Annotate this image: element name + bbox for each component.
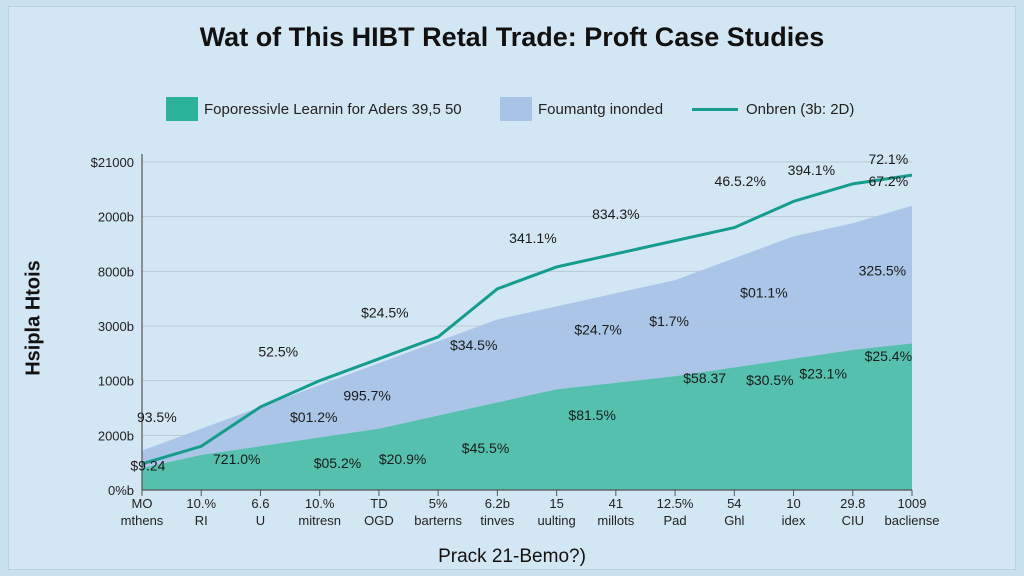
data-label: $23.1% <box>799 365 846 381</box>
x-tick-label: 15 <box>549 496 563 511</box>
y-tick-label: 2000b <box>98 210 134 225</box>
data-label: 93.5% <box>137 409 177 425</box>
x-tick-label: 6.6 <box>251 496 269 511</box>
data-label: 325.5% <box>859 263 906 279</box>
x-tick-sublabel: idex <box>782 513 806 528</box>
x-tick-label: 1009 <box>898 496 927 511</box>
y-tick-label: 0%b <box>108 483 134 498</box>
data-label: $81.5% <box>568 407 615 423</box>
x-tick-sublabel: CIU <box>842 513 864 528</box>
legend-line-3 <box>692 107 738 111</box>
x-tick-sublabel: Ghl <box>724 513 744 528</box>
data-label: 341.1% <box>509 230 556 246</box>
x-tick-sublabel: Pad <box>664 513 687 528</box>
data-label: $30.5% <box>746 372 793 388</box>
x-tick-sublabel: uulting <box>537 513 575 528</box>
x-tick-sublabel: mthens <box>121 513 164 528</box>
data-label: $34.5% <box>450 337 497 353</box>
data-label: $20.9% <box>379 451 426 467</box>
x-tick-label: TD <box>370 496 387 511</box>
data-label: 67.2% <box>868 173 908 189</box>
data-label: $01.2% <box>290 409 337 425</box>
y-tick-label: $21000 <box>91 155 134 170</box>
x-tick-label: 10.% <box>305 496 335 511</box>
x-tick-label: 6.2b <box>485 496 510 511</box>
data-label: 834.3% <box>592 206 639 222</box>
legend-entry-1: Foporessivle Learnin for Aders 39,5 50 <box>166 96 462 122</box>
y-tick-label: 3000b <box>98 319 134 334</box>
data-label: $9.24 <box>130 457 165 473</box>
data-label: $45.5% <box>462 440 509 456</box>
x-tick-sublabel: bacliense <box>885 513 940 528</box>
legend-label-1: Foporessivle Learnin for Aders 39,5 50 <box>204 100 462 118</box>
x-tick-label: 5% <box>429 496 448 511</box>
data-label: $24.5% <box>361 304 408 320</box>
x-tick-label: 54 <box>727 496 741 511</box>
x-tick-label: 10 <box>786 496 800 511</box>
legend-swatch-1 <box>166 97 198 121</box>
legend-swatch-2 <box>500 97 532 121</box>
x-tick-label: 10.% <box>186 496 216 511</box>
legend-label-2: Foumantg inonded <box>538 100 664 118</box>
data-label: 72.1% <box>868 151 908 167</box>
data-label: $25.4% <box>865 348 912 364</box>
data-label: $05.2% <box>314 455 361 471</box>
data-label: $01.1% <box>740 285 787 301</box>
x-tick-sublabel: millots <box>597 513 634 528</box>
data-label: $58.37 <box>683 370 726 386</box>
data-label: 995.7% <box>343 387 390 403</box>
x-tick-sublabel: tinves <box>480 513 514 528</box>
y-tick-label: 1000b <box>98 374 134 389</box>
legend-entry-3: Onbren (3b: 2D) <box>692 96 854 122</box>
y-tick-label: 8000b <box>98 264 134 279</box>
data-label: $1.7% <box>649 313 689 329</box>
data-label: 721.0% <box>213 451 260 467</box>
data-label: 394.1% <box>788 162 835 178</box>
lower-area-series <box>142 343 912 490</box>
x-tick-sublabel: U <box>256 513 265 528</box>
line-series <box>141 173 913 466</box>
data-label: 46.5.2% <box>715 173 766 189</box>
x-tick-sublabel: barterns <box>414 513 462 528</box>
x-axis-label: Prack 21-Bemo?) <box>438 546 586 567</box>
x-tick-label: 12.5% <box>657 496 694 511</box>
data-label: $24.7% <box>574 322 621 338</box>
x-tick-sublabel: OGD <box>364 513 394 528</box>
x-tick-sublabel: mitresn <box>298 513 341 528</box>
y-tick-label: 2000b <box>98 428 134 443</box>
x-tick-label: 41 <box>609 496 623 511</box>
data-label: 52.5% <box>258 344 298 360</box>
legend-entry-2: Foumantg inonded <box>500 96 663 122</box>
chart-title: Wat of This HIBT Retal Trade: Proft Case… <box>199 22 825 52</box>
legend-label-3: Onbren (3b: 2D) <box>746 100 855 118</box>
x-tick-label: 29.8 <box>840 496 865 511</box>
x-tick-sublabel: RI <box>195 513 208 528</box>
x-tick-label: MO <box>132 496 153 511</box>
